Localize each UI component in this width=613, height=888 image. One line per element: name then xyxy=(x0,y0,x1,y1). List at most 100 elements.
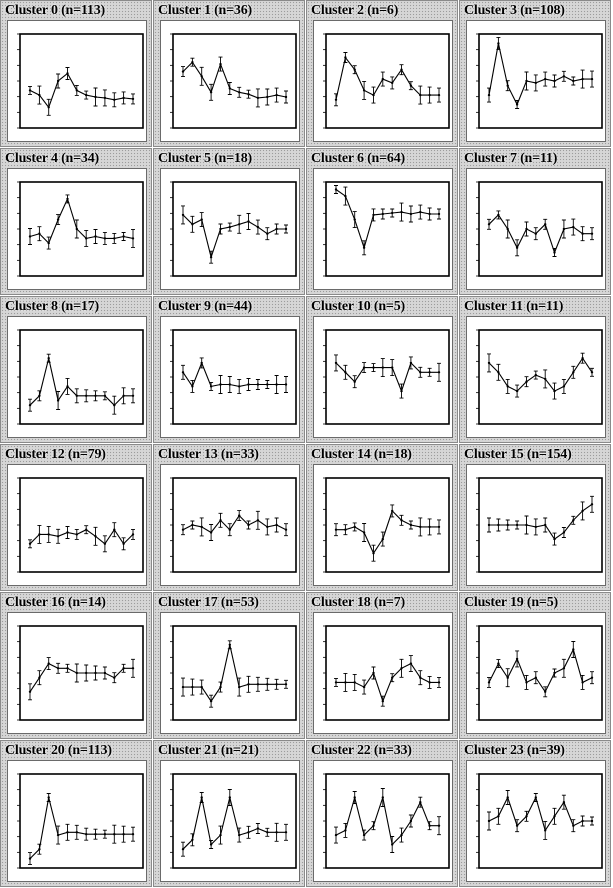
data-point xyxy=(275,523,278,527)
cluster-panel: Cluster 19 (n=5) xyxy=(459,592,611,739)
cluster-panel: Cluster 2 (n=6) xyxy=(306,0,458,147)
cluster-chart xyxy=(313,168,453,290)
cluster-panel: Cluster 20 (n=113) xyxy=(0,740,152,887)
cluster-title: Cluster 2 (n=6) xyxy=(311,3,399,18)
data-point xyxy=(209,700,213,703)
data-point xyxy=(381,366,384,369)
cluster-title: Cluster 11 (n=11) xyxy=(464,299,564,314)
data-point xyxy=(553,671,556,675)
cluster-title: Cluster 19 (n=5) xyxy=(464,595,558,610)
data-point xyxy=(562,531,566,534)
data-point xyxy=(344,56,347,59)
data-point xyxy=(75,671,79,675)
cluster-chart xyxy=(7,760,147,882)
data-point xyxy=(200,525,203,529)
data-point xyxy=(56,218,60,221)
cluster-chart xyxy=(313,316,453,438)
data-point xyxy=(515,246,519,249)
data-point xyxy=(581,819,584,823)
data-point xyxy=(400,389,403,393)
data-point xyxy=(47,241,50,245)
cluster-title: Cluster 0 (n=113) xyxy=(5,3,105,18)
data-point xyxy=(590,232,594,235)
data-point xyxy=(181,70,185,73)
data-point xyxy=(94,235,97,238)
data-point xyxy=(372,671,375,675)
data-point xyxy=(553,251,556,254)
data-point xyxy=(353,525,356,529)
data-point xyxy=(497,371,500,374)
data-point xyxy=(553,79,556,83)
data-point xyxy=(219,833,222,837)
data-point xyxy=(228,87,231,90)
cluster-panel: Cluster 4 (n=34) xyxy=(0,148,152,295)
data-point xyxy=(506,385,509,388)
data-point xyxy=(238,833,241,837)
data-point xyxy=(409,84,413,87)
cluster-title: Cluster 18 (n=7) xyxy=(311,595,405,610)
data-point xyxy=(437,525,441,529)
data-point xyxy=(209,531,213,534)
data-point xyxy=(506,796,509,799)
data-point xyxy=(409,361,413,365)
series-line xyxy=(488,214,592,255)
cluster-panel: Cluster 9 (n=44) xyxy=(153,296,305,443)
data-point xyxy=(344,528,347,531)
cluster-title: Cluster 5 (n=18) xyxy=(158,151,252,166)
data-point xyxy=(334,361,338,365)
data-point xyxy=(437,212,441,216)
cluster-panel: Cluster 5 (n=18) xyxy=(153,148,305,295)
data-point xyxy=(544,829,547,832)
cluster-chart xyxy=(466,20,606,142)
data-point xyxy=(113,98,116,102)
data-point xyxy=(353,68,356,71)
data-point xyxy=(94,95,97,99)
data-point xyxy=(131,237,135,240)
data-point xyxy=(38,848,41,851)
data-point xyxy=(409,819,413,823)
data-point xyxy=(515,523,519,527)
data-point xyxy=(247,383,250,386)
data-point xyxy=(419,371,422,374)
data-point xyxy=(85,833,88,836)
data-point xyxy=(228,383,231,386)
data-point xyxy=(419,676,422,679)
data-point xyxy=(562,385,566,388)
data-point xyxy=(525,681,528,684)
data-point xyxy=(344,371,347,374)
data-point xyxy=(353,380,356,383)
cluster-title: Cluster 14 (n=18) xyxy=(311,447,412,462)
chart-background xyxy=(160,760,300,882)
data-point xyxy=(572,648,575,651)
data-point xyxy=(590,371,594,374)
cluster-chart xyxy=(466,168,606,290)
data-point xyxy=(122,394,125,397)
data-point xyxy=(562,667,566,670)
cluster-panel: Cluster 12 (n=79) xyxy=(0,444,152,591)
data-point xyxy=(94,833,97,836)
data-point xyxy=(228,528,231,531)
data-point xyxy=(428,93,431,97)
data-point xyxy=(391,843,394,846)
cluster-chart xyxy=(313,612,453,734)
data-point xyxy=(200,796,203,799)
cluster-title: Cluster 3 (n=108) xyxy=(464,3,565,18)
cluster-panel: Cluster 18 (n=7) xyxy=(306,592,458,739)
series-line xyxy=(336,509,439,555)
data-point xyxy=(247,220,250,223)
chart-background xyxy=(313,464,453,586)
series-line xyxy=(183,644,286,703)
data-point xyxy=(131,833,135,836)
data-point xyxy=(334,188,338,191)
cluster-panel: Cluster 22 (n=33) xyxy=(306,740,458,887)
data-point xyxy=(256,827,260,830)
data-point xyxy=(553,537,556,541)
data-point xyxy=(419,525,422,529)
data-point xyxy=(534,373,537,377)
data-point xyxy=(344,829,347,832)
data-point xyxy=(400,833,403,837)
chart-background xyxy=(313,760,453,882)
data-point xyxy=(334,833,338,837)
data-point xyxy=(256,683,260,686)
data-point xyxy=(38,232,41,235)
